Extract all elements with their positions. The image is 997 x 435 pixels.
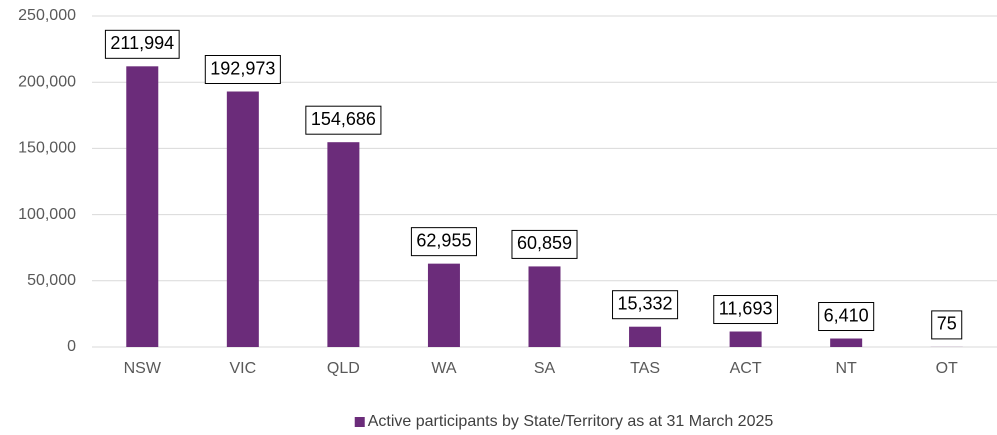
data-label: 192,973 — [210, 58, 275, 78]
x-tick-label: NSW — [124, 360, 162, 377]
y-tick-label: 200,000 — [18, 73, 76, 90]
data-label-box — [612, 290, 679, 320]
legend-swatch — [354, 417, 365, 427]
data-label: 15,332 — [618, 293, 673, 313]
data-label: 62,955 — [416, 230, 471, 250]
y-tick-label: 50,000 — [27, 272, 76, 289]
data-label-box — [511, 229, 578, 259]
data-label: 211,994 — [110, 33, 174, 53]
bar — [126, 66, 159, 347]
data-label-box — [410, 227, 477, 257]
data-label: 6,410 — [824, 305, 869, 325]
data-label: 11,693 — [719, 298, 773, 318]
bar — [729, 331, 762, 347]
x-tick-label: VIC — [229, 360, 256, 377]
x-tick-label: QLD — [327, 360, 360, 377]
x-tick-label: OT — [936, 360, 958, 377]
x-tick-label: ACT — [730, 360, 762, 377]
data-label-box — [104, 29, 180, 59]
data-label: 75 — [937, 314, 957, 334]
data-label-box — [931, 310, 963, 340]
data-label: 60,859 — [517, 233, 572, 253]
y-tick-label: 150,000 — [18, 140, 76, 157]
data-label-box — [305, 105, 382, 135]
data-label-box — [818, 302, 875, 332]
y-tick-label: 0 — [67, 338, 76, 355]
bar — [528, 266, 561, 347]
data-label-box — [713, 295, 778, 325]
bar — [427, 263, 460, 347]
x-tick-label: NT — [836, 360, 858, 377]
data-label-box — [204, 55, 281, 85]
bar — [226, 91, 259, 347]
bar — [830, 338, 863, 347]
y-tick-label: 100,000 — [18, 206, 76, 223]
x-tick-label: WA — [431, 360, 457, 377]
bar — [327, 142, 360, 347]
x-tick-label: SA — [534, 360, 556, 377]
data-label: 154,686 — [311, 109, 376, 129]
bar — [629, 326, 662, 347]
legend-label: Active participants by State/Territory a… — [368, 413, 774, 430]
y-tick-label: 250,000 — [18, 7, 76, 24]
x-tick-label: TAS — [630, 360, 660, 377]
